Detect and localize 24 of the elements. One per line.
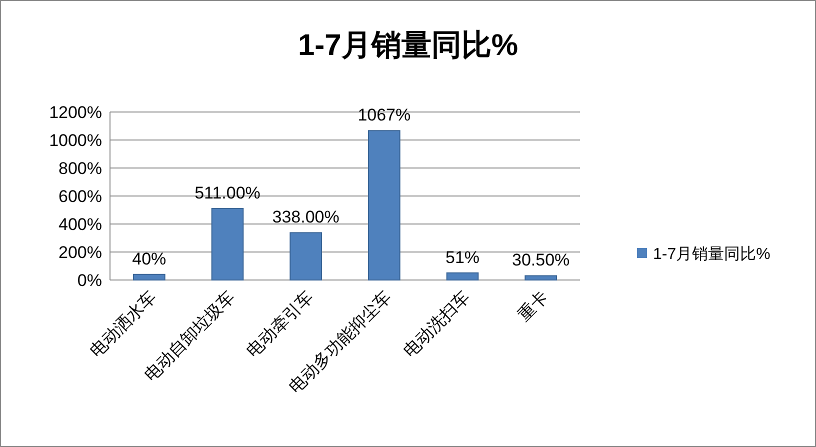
chart-title: 1-7月销量同比% <box>298 29 518 62</box>
y-tick-label: 200% <box>58 243 102 262</box>
bar <box>290 232 322 280</box>
data-label: 511.00% <box>194 183 260 202</box>
x-tick-label: 电动洗扫车 <box>400 287 474 361</box>
x-tick-label: 电动牵引车 <box>243 287 317 361</box>
bar <box>524 275 557 280</box>
data-label: 338.00% <box>272 208 340 227</box>
bar <box>368 130 400 280</box>
y-tick-label: 600% <box>58 187 102 206</box>
data-label: 30.50% <box>512 250 570 270</box>
y-tick-label: 1000% <box>49 131 102 150</box>
x-tick-label: 重卡 <box>514 287 552 325</box>
data-label: 1067% <box>358 106 411 125</box>
y-tick-label: 400% <box>58 215 102 234</box>
data-label: 40% <box>132 249 166 268</box>
bar <box>133 274 166 280</box>
bar <box>446 272 479 280</box>
y-tick-label: 1200% <box>49 103 102 122</box>
legend-label: 1-7月销量同比% <box>653 245 770 263</box>
data-label: 51% <box>445 248 480 267</box>
y-tick-label: 800% <box>58 159 102 178</box>
bar <box>211 208 244 280</box>
y-tick-label: 0% <box>77 271 102 290</box>
